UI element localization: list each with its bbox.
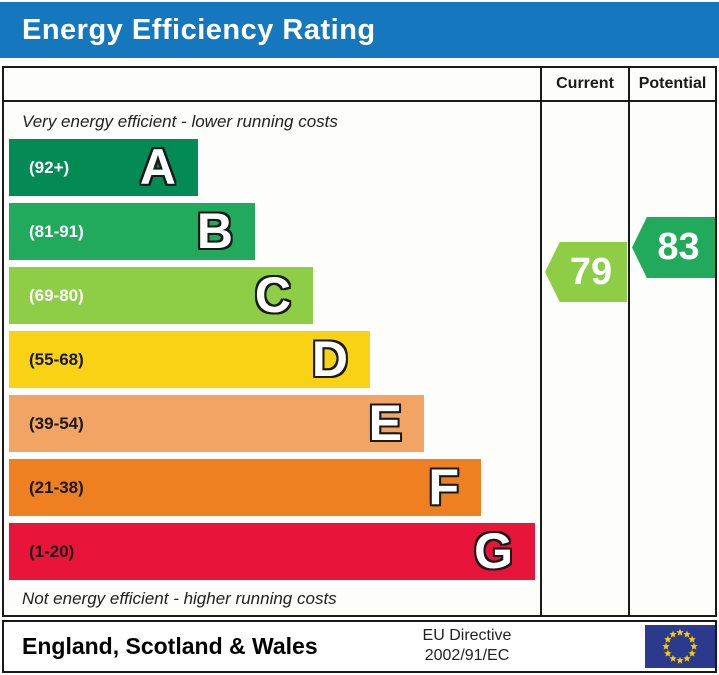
eu-directive-line2: 2002/91/EC bbox=[424, 647, 510, 664]
band-row-f: (21-38) F bbox=[9, 459, 481, 516]
eu-directive-label: EU Directive 2002/91/EC bbox=[402, 626, 532, 666]
band-letter: B bbox=[196, 202, 233, 259]
band-letter: C bbox=[254, 266, 291, 323]
band-row-g: (1-20) G bbox=[9, 523, 535, 580]
note-not-efficient: Not energy efficient - higher running co… bbox=[22, 589, 337, 608]
band-row-c: (69-80) C bbox=[9, 267, 313, 324]
potential-rating-value: 83 bbox=[657, 226, 700, 268]
potential-rating-arrow: 83 bbox=[632, 217, 715, 278]
column-header-current: Current bbox=[556, 75, 614, 92]
band-range-label: (92+) bbox=[29, 157, 70, 177]
band-range-label: (39-54) bbox=[29, 413, 84, 433]
band-letter: G bbox=[474, 522, 513, 579]
band-range-label: (81-91) bbox=[29, 221, 84, 241]
band-row-e: (39-54) E bbox=[9, 395, 424, 452]
band-row-b: (81-91) B bbox=[9, 203, 255, 260]
band-row-d: (55-68) D bbox=[9, 331, 370, 388]
current-rating-arrow: 79 bbox=[545, 242, 627, 302]
footer-bar: England, Scotland & Wales EU Directive 2… bbox=[2, 620, 717, 673]
band-letter: F bbox=[428, 458, 459, 515]
column-divider-current bbox=[540, 68, 542, 615]
column-header-potential: Potential bbox=[638, 75, 707, 92]
region-label: England, Scotland & Wales bbox=[22, 633, 318, 659]
current-rating-value: 79 bbox=[569, 250, 613, 293]
eu-flag-icon bbox=[645, 625, 715, 668]
band-letter: D bbox=[311, 330, 348, 387]
band-range-label: (1-20) bbox=[29, 541, 75, 561]
title-bar: Energy Efficiency Rating bbox=[0, 2, 719, 58]
band-range-label: (55-68) bbox=[29, 349, 84, 369]
header-row-divider bbox=[4, 100, 715, 102]
column-divider-potential bbox=[628, 68, 630, 615]
band-letter: A bbox=[139, 138, 176, 195]
note-very-efficient: Very energy efficient - lower running co… bbox=[22, 112, 338, 131]
band-row-a: (92+) A bbox=[9, 139, 198, 196]
band-range-label: (21-38) bbox=[29, 477, 84, 497]
rating-table: Current Potential Very energy efficient … bbox=[2, 66, 717, 617]
band-range-label: (69-80) bbox=[29, 285, 84, 305]
page-title: Energy Efficiency Rating bbox=[22, 14, 376, 46]
eu-directive-line1: EU Directive bbox=[422, 627, 512, 644]
band-letter: E bbox=[368, 394, 402, 451]
